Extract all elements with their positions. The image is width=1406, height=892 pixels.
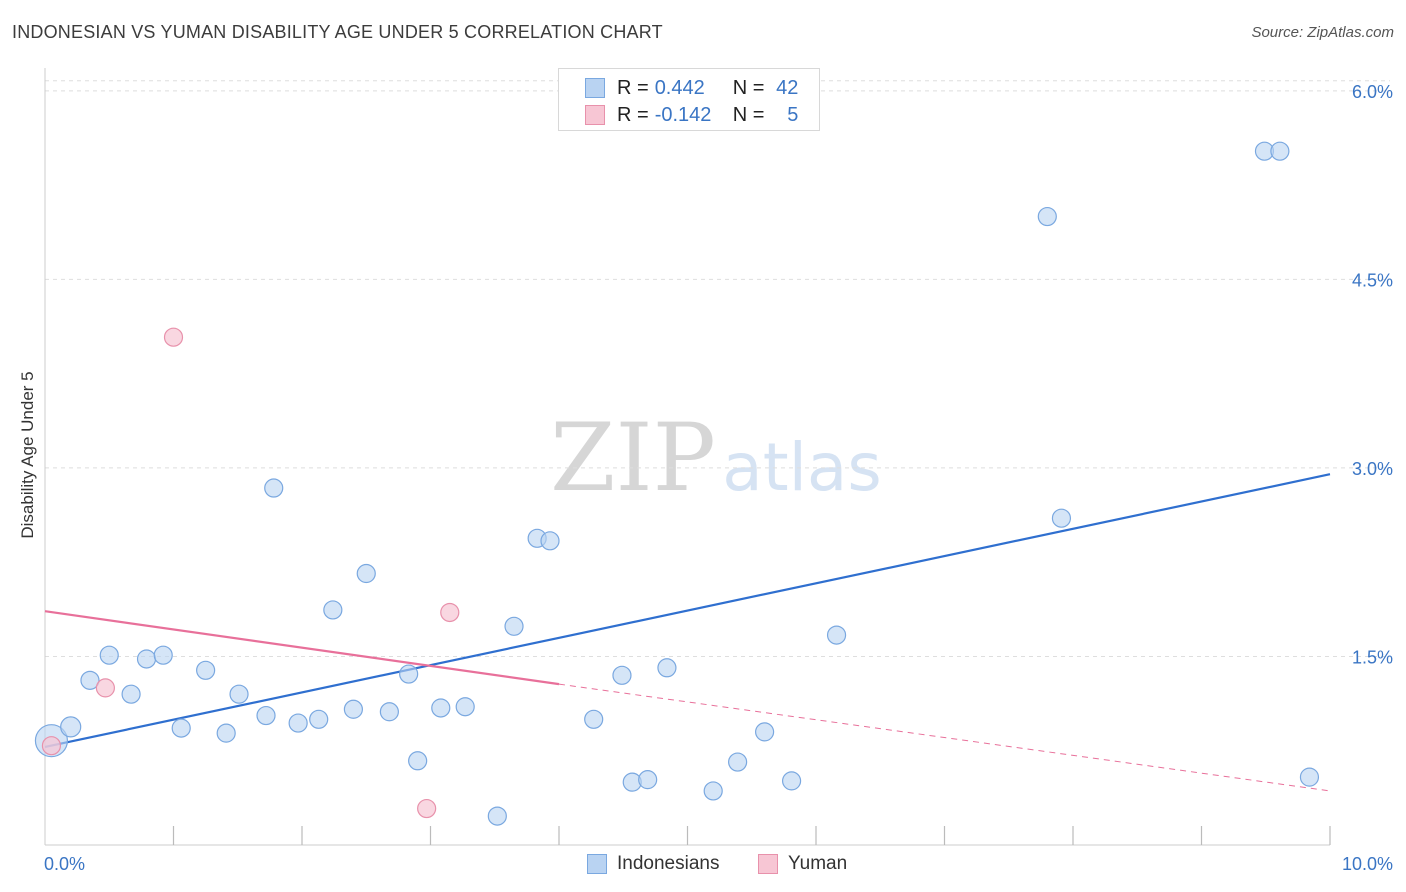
indonesians-point [1051, 508, 1072, 528]
indonesians-point [584, 709, 604, 729]
watermark-zip: ZIP [550, 404, 716, 513]
yuman-trend-line [44, 610, 560, 686]
bottom-legend-swatch-blue [587, 854, 607, 874]
y-tick-label: 1.5% [1352, 647, 1393, 667]
indonesians-point [408, 751, 428, 771]
legend-row-yuman: R = -0.142 N = 5 [585, 104, 798, 126]
indonesians-point [1270, 141, 1290, 161]
x-tick-label-max: 10.0% [1342, 854, 1393, 874]
trend-lines [44, 473, 1331, 792]
indonesians-point [309, 709, 329, 729]
indonesians-point [703, 781, 723, 801]
indonesians-point [638, 770, 658, 790]
indonesians-point [196, 660, 216, 680]
legend-n-label: N = [732, 76, 765, 99]
indonesians-point [399, 664, 419, 684]
legend-r-value: 0.442 [654, 76, 705, 99]
legend-n-value: 42 [776, 76, 799, 99]
tick-labels: 1.5% 3.0% 4.5% 6.0% 0.0% 10.0% [44, 82, 1393, 874]
indonesians-trend-line [44, 473, 1331, 749]
indonesians-point [343, 699, 363, 719]
indonesians-point [256, 705, 276, 726]
yuman-point [41, 736, 62, 756]
indonesians-point [728, 752, 748, 772]
yuman-point [163, 327, 184, 347]
indonesians-point [754, 722, 775, 742]
indonesians-point [60, 716, 82, 738]
indonesians-point [781, 771, 802, 791]
indonesians-point [1299, 767, 1320, 787]
y-tick-label: 4.5% [1352, 270, 1393, 290]
source-note: Source: ZipAtlas.com [1251, 24, 1394, 41]
legend-n-value: 5 [787, 103, 799, 126]
correlation-legend: R = 0.442 N = 42 R = -0.142 N = 5 [558, 68, 820, 131]
indonesians-point [612, 665, 632, 685]
legend-swatch-pink [585, 105, 605, 125]
grid [45, 80, 1390, 657]
indonesians-point [504, 616, 524, 636]
legend-n-label: N = [732, 103, 765, 126]
indonesians-point [455, 697, 475, 717]
indonesians-point [1037, 206, 1057, 227]
yuman-point [440, 602, 460, 623]
yuman-trend-line-extension [558, 683, 1331, 792]
legend-swatch-blue [585, 78, 605, 98]
indonesians-point [431, 698, 451, 718]
chart-title: INDONESIAN VS YUMAN DISABILITY AGE UNDER… [12, 22, 663, 42]
bottom-legend-yuman: Yuman [758, 852, 847, 876]
legend-r-label: R = [617, 76, 649, 99]
indonesians-point [487, 806, 507, 826]
x-tick-label-min: 0.0% [44, 854, 85, 874]
indonesians-point [171, 718, 191, 738]
indonesians-point [136, 649, 157, 669]
bottom-legend-label-yuman: Yuman [788, 853, 848, 874]
y-tick-label: 6.0% [1352, 82, 1393, 102]
indonesians-point [216, 723, 236, 743]
indonesians-point [99, 645, 119, 665]
indonesians-point [356, 563, 376, 584]
indonesians-point [657, 658, 677, 678]
indonesians-point [540, 531, 560, 551]
indonesians-point [264, 478, 284, 498]
indonesians-point [153, 645, 173, 665]
bottom-legend-indonesians: Indonesians [587, 852, 719, 876]
watermark-atlas: atlas [722, 429, 882, 506]
indonesians-point [826, 625, 847, 645]
watermark: ZIP atlas [550, 404, 882, 513]
indonesians-point [229, 684, 249, 704]
yuman-point [417, 798, 437, 819]
legend-row-indonesians: R = 0.442 N = 42 [585, 77, 798, 99]
bottom-legend-label-indonesians: Indonesians [617, 853, 720, 874]
indonesians-point [288, 713, 308, 733]
y-tick-label: 3.0% [1352, 459, 1393, 479]
indonesians-point [379, 702, 399, 722]
bottom-legend-swatch-pink [758, 854, 778, 874]
indonesians-point [323, 600, 343, 620]
data-points [34, 141, 1320, 826]
axes [44, 68, 1331, 846]
indonesians-point [80, 670, 100, 690]
legend-r-label: R = [617, 103, 649, 126]
indonesians-point [121, 684, 141, 704]
legend-r-value: -0.142 [654, 103, 712, 126]
yuman-point [95, 678, 115, 698]
